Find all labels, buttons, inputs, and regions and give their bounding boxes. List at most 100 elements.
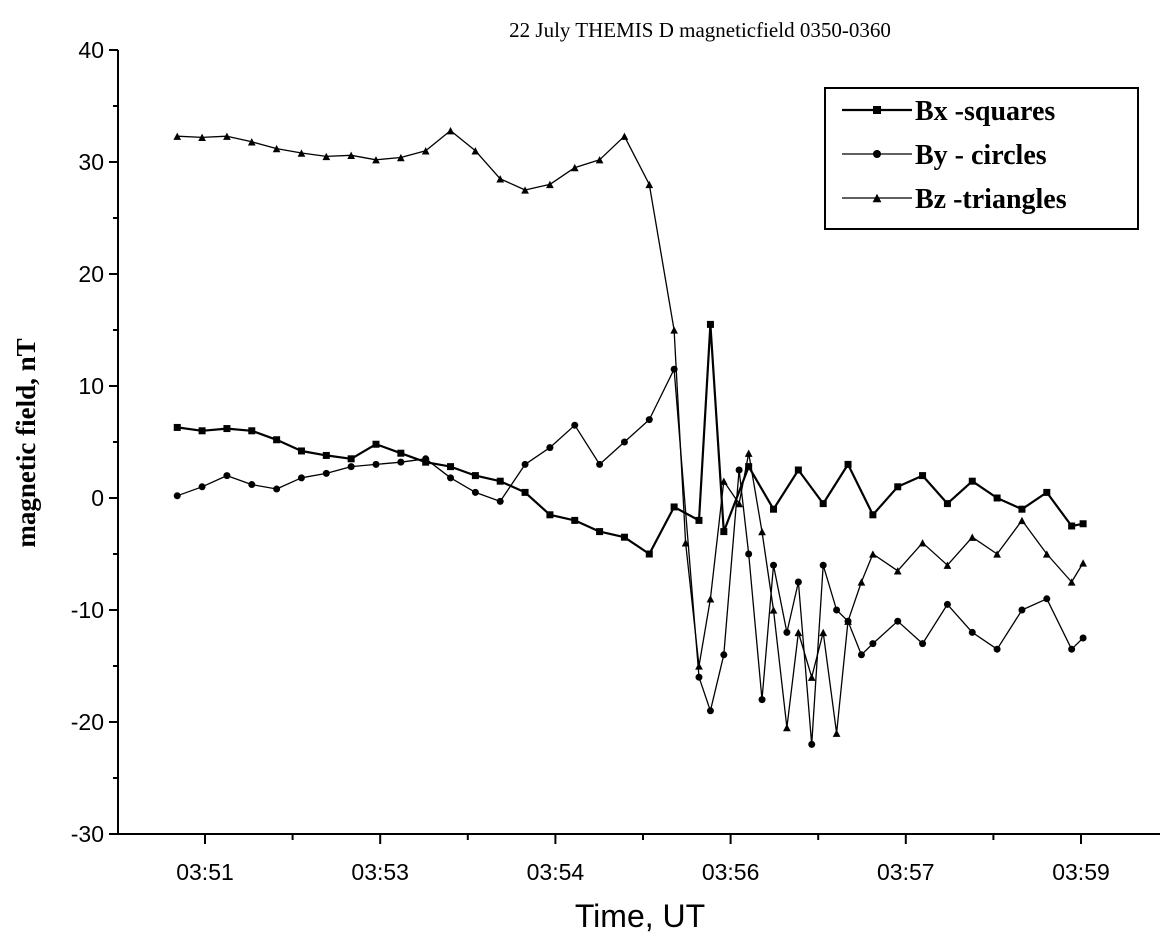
legend-item: Bx -squares (842, 96, 1055, 127)
x-axis-ticks: 03:51 03:53 03:54 03:56 03:57 03:59 (176, 834, 1110, 885)
legend-item: Bz -triangles (842, 184, 1067, 215)
data-point (681, 539, 690, 547)
data-point (844, 617, 852, 625)
data-point (695, 516, 703, 524)
data-point (968, 477, 976, 485)
data-point (1068, 522, 1076, 530)
x-tick-label: 03:54 (527, 859, 585, 885)
data-point (521, 460, 529, 468)
data-point (347, 455, 355, 463)
data-point (706, 320, 714, 328)
data-point (173, 492, 181, 500)
data-point (706, 707, 714, 715)
y-tick-label: 40 (78, 37, 104, 63)
data-point (223, 472, 231, 480)
data-point (471, 147, 480, 155)
data-point (322, 451, 330, 459)
data-point (173, 423, 181, 431)
data-point (819, 628, 828, 637)
data-point (993, 494, 1001, 502)
data-point (521, 186, 529, 194)
data-point (943, 600, 951, 608)
data-point (720, 528, 728, 536)
data-point (447, 463, 455, 471)
data-point (894, 483, 902, 491)
data-point (546, 180, 554, 189)
data-point (794, 466, 802, 474)
x-tick-label: 03:57 (877, 859, 935, 885)
x-tick-label: 03:59 (1052, 859, 1110, 885)
data-point (546, 511, 554, 519)
data-point (745, 550, 753, 558)
data-point (993, 550, 1001, 558)
y-tick-label: -10 (71, 597, 104, 623)
data-point (1079, 559, 1087, 567)
data-point (783, 628, 791, 636)
data-point (372, 460, 380, 468)
data-point (844, 460, 852, 468)
data-point (596, 528, 604, 536)
x-tick-label: 03:53 (351, 859, 409, 885)
data-point (807, 673, 816, 681)
data-point (645, 416, 653, 424)
series-layer (173, 126, 1087, 748)
data-point (322, 152, 331, 161)
data-point (1043, 488, 1051, 496)
data-point (397, 458, 405, 466)
data-point (421, 147, 430, 155)
data-point (571, 421, 579, 429)
data-point (857, 651, 865, 659)
data-point (198, 133, 206, 142)
y-tick-label: 10 (78, 373, 104, 399)
data-point (1067, 578, 1076, 586)
data-point (857, 578, 866, 586)
data-point (272, 144, 281, 153)
x-axis-label: Time, UT (575, 898, 705, 934)
data-point (620, 438, 628, 446)
data-point (894, 617, 902, 625)
data-point (745, 463, 753, 471)
data-point (372, 440, 380, 448)
data-point (919, 640, 927, 648)
data-point (347, 463, 355, 471)
data-point (546, 444, 554, 452)
data-point (620, 132, 629, 140)
legend: Bx -squares By - circles Bz -triangles (824, 87, 1139, 230)
data-point (670, 503, 678, 511)
data-point (620, 533, 628, 541)
data-point (1079, 520, 1087, 528)
data-point (770, 561, 778, 569)
data-point (1043, 595, 1051, 603)
data-point (347, 151, 356, 159)
data-point (819, 561, 827, 569)
data-point (706, 595, 715, 603)
data-point (1042, 550, 1051, 558)
data-point (198, 427, 206, 435)
data-point (758, 527, 766, 536)
legend-marker (873, 150, 881, 158)
y-tick-label: -30 (71, 821, 104, 847)
data-point (322, 469, 330, 477)
chart-title: 22 July THEMIS D magneticfield 0350-0360 (509, 18, 891, 42)
data-point (645, 550, 653, 558)
y-tick-label: 30 (78, 149, 104, 175)
data-point (223, 132, 231, 140)
data-point (720, 651, 728, 659)
data-point (918, 539, 927, 547)
legend-marker (872, 193, 882, 203)
data-point (596, 460, 604, 468)
data-point (595, 156, 604, 164)
legend-label: By - circles (915, 140, 1047, 171)
data-point (695, 673, 703, 681)
data-point (869, 550, 877, 558)
data-point (1079, 634, 1087, 642)
data-point (1018, 505, 1026, 513)
data-point (496, 497, 504, 505)
y-axis-ticks: -30 -20 -10 0 10 20 30 40 (71, 37, 118, 847)
data-point (794, 628, 803, 637)
series-square (173, 320, 1087, 558)
data-point (719, 477, 728, 485)
series-line (176, 368, 1084, 746)
data-point (1018, 516, 1026, 525)
